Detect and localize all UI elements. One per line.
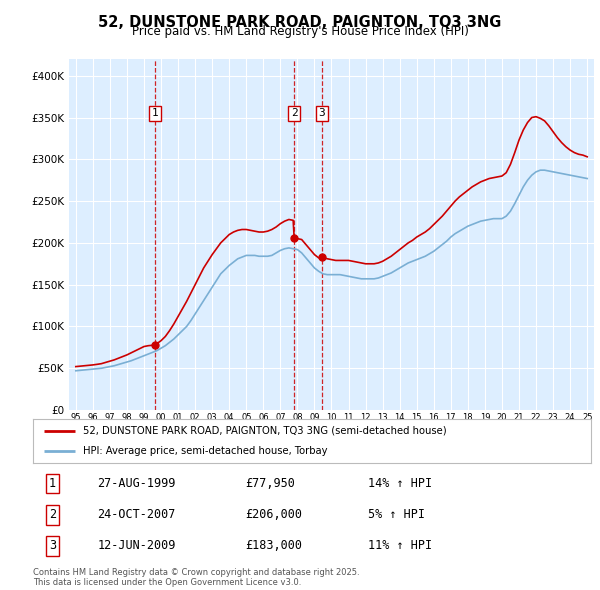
Text: Price paid vs. HM Land Registry's House Price Index (HPI): Price paid vs. HM Land Registry's House …: [131, 25, 469, 38]
Text: 5% ↑ HPI: 5% ↑ HPI: [368, 508, 425, 522]
Text: 52, DUNSTONE PARK ROAD, PAIGNTON, TQ3 3NG (semi-detached house): 52, DUNSTONE PARK ROAD, PAIGNTON, TQ3 3N…: [83, 426, 447, 436]
Text: 2: 2: [49, 508, 56, 522]
Text: £183,000: £183,000: [245, 539, 302, 552]
Text: 1: 1: [152, 109, 158, 119]
Text: HPI: Average price, semi-detached house, Torbay: HPI: Average price, semi-detached house,…: [83, 446, 328, 456]
Text: 52, DUNSTONE PARK ROAD, PAIGNTON, TQ3 3NG: 52, DUNSTONE PARK ROAD, PAIGNTON, TQ3 3N…: [98, 15, 502, 30]
Text: 3: 3: [49, 539, 56, 552]
Text: 24-OCT-2007: 24-OCT-2007: [97, 508, 176, 522]
Text: Contains HM Land Registry data © Crown copyright and database right 2025.
This d: Contains HM Land Registry data © Crown c…: [33, 568, 359, 587]
Text: 1: 1: [49, 477, 56, 490]
Text: 27-AUG-1999: 27-AUG-1999: [97, 477, 176, 490]
Text: £77,950: £77,950: [245, 477, 295, 490]
Text: 12-JUN-2009: 12-JUN-2009: [97, 539, 176, 552]
Text: 14% ↑ HPI: 14% ↑ HPI: [368, 477, 432, 490]
Text: 3: 3: [319, 109, 325, 119]
Text: 11% ↑ HPI: 11% ↑ HPI: [368, 539, 432, 552]
Text: £206,000: £206,000: [245, 508, 302, 522]
Text: 2: 2: [291, 109, 298, 119]
